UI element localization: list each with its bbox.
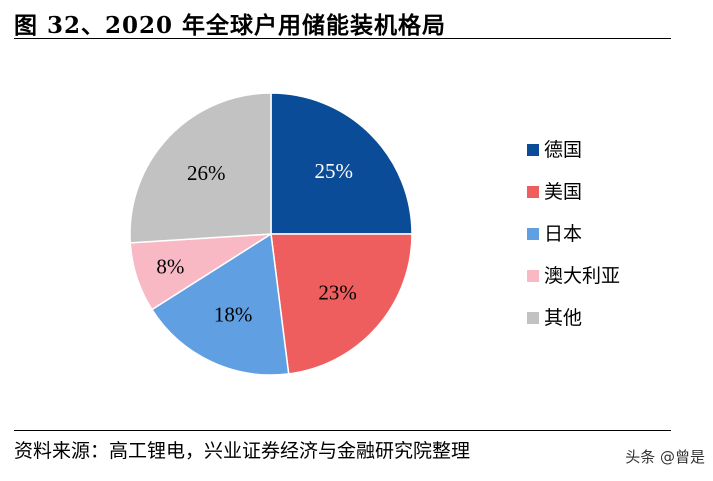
legend-label-4: 澳大利亚 xyxy=(544,265,620,287)
pie-value-label-3: 18% xyxy=(214,302,253,326)
legend-swatch-1 xyxy=(527,144,539,156)
pie-value-label-1: 25% xyxy=(315,159,354,183)
legend-swatch-3 xyxy=(527,228,539,240)
legend-label-2: 美国 xyxy=(544,181,582,203)
pie-slice-5 xyxy=(129,92,272,244)
source-divider xyxy=(14,430,671,431)
legend-swatch-4 xyxy=(527,270,539,282)
pie-value-label-5: 26% xyxy=(187,161,226,185)
chart-title: 图 32、2020 年全球户用储能装机格局 xyxy=(14,12,447,39)
title-divider xyxy=(14,38,671,39)
legend-swatch-5 xyxy=(527,312,539,324)
legend-label-3: 日本 xyxy=(544,223,582,245)
legend-swatch-2 xyxy=(527,186,539,198)
pie-slice-2 xyxy=(270,233,413,375)
source-note: 资料来源：高工锂电，兴业证券经济与金融研究院整理 xyxy=(14,440,471,462)
pie-value-label-4: 8% xyxy=(156,255,184,279)
legend-label-1: 德国 xyxy=(544,139,582,161)
legend-label-5: 其他 xyxy=(544,307,582,329)
pie-slice-1 xyxy=(270,92,413,235)
watermark: 头条 @曾是 xyxy=(625,448,705,466)
pie-value-label-2: 23% xyxy=(318,281,357,305)
pie-slice-3 xyxy=(150,232,290,376)
